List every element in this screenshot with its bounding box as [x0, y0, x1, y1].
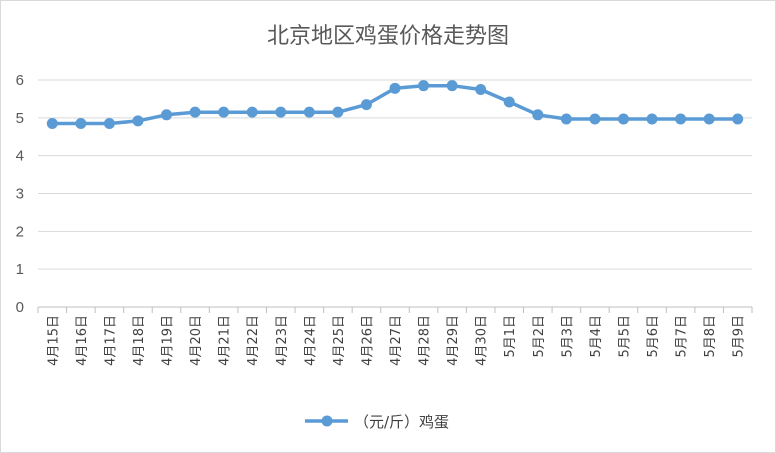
- data-point: [189, 106, 201, 118]
- x-tick-label: 5月1日: [503, 315, 518, 358]
- data-point: [46, 118, 58, 130]
- x-tick-label: 5月5日: [617, 315, 632, 358]
- x-tick-label: 4月25日: [332, 315, 347, 366]
- data-point: [246, 106, 258, 118]
- x-tick-label: 4月16日: [75, 315, 90, 366]
- data-point: [703, 113, 715, 125]
- y-tick-label: 0: [16, 299, 24, 316]
- x-tick-label: 4月19日: [161, 315, 176, 366]
- data-point: [732, 113, 744, 125]
- x-tick-label: 4月21日: [218, 315, 233, 366]
- x-tick-label: 5月7日: [675, 315, 690, 358]
- data-point: [617, 113, 629, 125]
- data-point: [275, 106, 287, 118]
- data-point: [475, 83, 487, 95]
- y-tick-label: 1: [16, 261, 24, 278]
- data-point: [103, 118, 115, 130]
- y-tick-label: 2: [16, 223, 24, 240]
- x-axis-ticks: 4月15日 4月16日 4月17日 4月18日 4月19日 4月20日 4月21日 4月22日…: [46, 315, 746, 366]
- data-point: [360, 99, 372, 111]
- x-tick-label: 4月30日: [475, 315, 490, 366]
- data-point: [218, 106, 230, 118]
- x-tick-label: 4月29日: [446, 315, 461, 366]
- x-tick-label: 5月2日: [532, 315, 547, 358]
- x-tick-label: 4月23日: [275, 315, 290, 366]
- series-eggs: [46, 80, 744, 130]
- x-tick-label: 4月22日: [246, 315, 261, 366]
- x-tick-label: 4月27日: [389, 315, 404, 366]
- x-tick-label: 5月3日: [560, 315, 575, 358]
- x-tick-label: 4月18日: [132, 315, 147, 366]
- y-tick-label: 5: [16, 110, 24, 127]
- data-point: [646, 113, 658, 125]
- data-point: [446, 80, 458, 92]
- x-tick-label: 4月20日: [189, 315, 204, 366]
- legend-marker: [321, 415, 333, 427]
- data-point: [75, 118, 87, 130]
- x-axis: [37, 306, 753, 313]
- x-tick-label: 5月6日: [646, 315, 661, 358]
- x-tick-label: 4月24日: [303, 315, 318, 366]
- data-point: [418, 80, 430, 92]
- data-point: [389, 82, 401, 94]
- x-tick-label: 4月15日: [46, 315, 61, 366]
- data-point: [532, 109, 544, 121]
- legend-label: （元/斤）鸡蛋: [354, 413, 449, 431]
- x-tick-label: 4月26日: [360, 315, 375, 366]
- x-tick-label: 5月9日: [732, 315, 747, 358]
- data-point: [332, 106, 344, 118]
- gridlines: [38, 79, 752, 270]
- chart-title: 北京地区鸡蛋价格走势图: [266, 24, 509, 49]
- data-point: [503, 96, 515, 108]
- x-tick-label: 4月28日: [418, 315, 433, 366]
- data-point: [589, 113, 601, 125]
- data-point: [161, 109, 173, 121]
- y-tick-label: 4: [16, 148, 24, 165]
- legend: （元/斤）鸡蛋: [305, 413, 449, 431]
- data-point: [560, 113, 572, 125]
- y-tick-label: 6: [16, 72, 24, 89]
- y-tick-label: 3: [16, 186, 24, 203]
- data-point: [303, 106, 315, 118]
- x-tick-label: 5月8日: [703, 315, 718, 358]
- x-tick-label: 4月17日: [103, 315, 118, 366]
- data-point: [132, 115, 144, 127]
- y-axis-ticks: 0 1 2 3 4 5 6: [16, 72, 24, 316]
- data-point: [675, 113, 687, 125]
- x-tick-label: 5月4日: [589, 315, 604, 358]
